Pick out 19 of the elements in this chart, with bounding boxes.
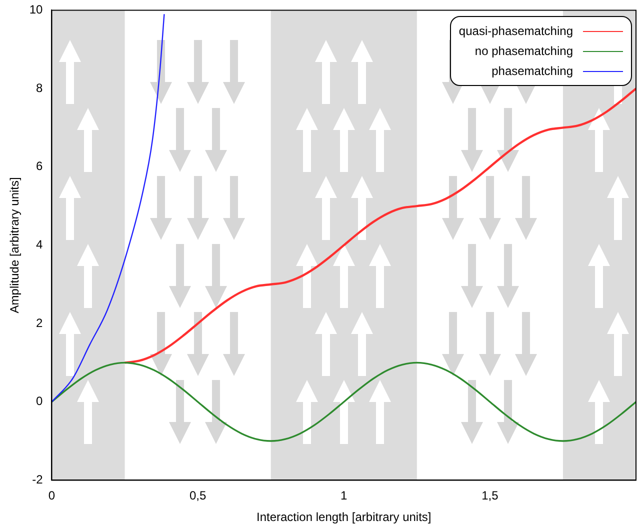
line-series bbox=[52, 362, 636, 442]
legend-label: quasi-phasematching bbox=[458, 24, 573, 38]
legend-label: no phasematching bbox=[474, 44, 573, 58]
y-tick-label: 6 bbox=[36, 159, 44, 174]
line-series bbox=[52, 14, 165, 402]
x-tick-label: 1,5 bbox=[482, 488, 499, 503]
y-tick-label: 10 bbox=[29, 2, 44, 17]
y-axis-title: Amplitude [arbitrary units] bbox=[8, 177, 22, 314]
y-tick-label: 4 bbox=[36, 238, 44, 252]
y-tick-label: 0 bbox=[36, 394, 44, 408]
x-tick-label: 0 bbox=[48, 488, 56, 503]
x-tick-label: 0,5 bbox=[189, 488, 206, 503]
y-tick-label: -2 bbox=[32, 472, 44, 487]
line-series bbox=[124, 87, 636, 364]
x-axis-title: Interaction length [arbitrary units] bbox=[256, 510, 432, 524]
x-tick-label: 1 bbox=[340, 488, 348, 503]
y-tick-label: 8 bbox=[36, 80, 44, 95]
legend-label: phasematching bbox=[492, 64, 573, 78]
y-tick-label: 2 bbox=[36, 316, 44, 330]
